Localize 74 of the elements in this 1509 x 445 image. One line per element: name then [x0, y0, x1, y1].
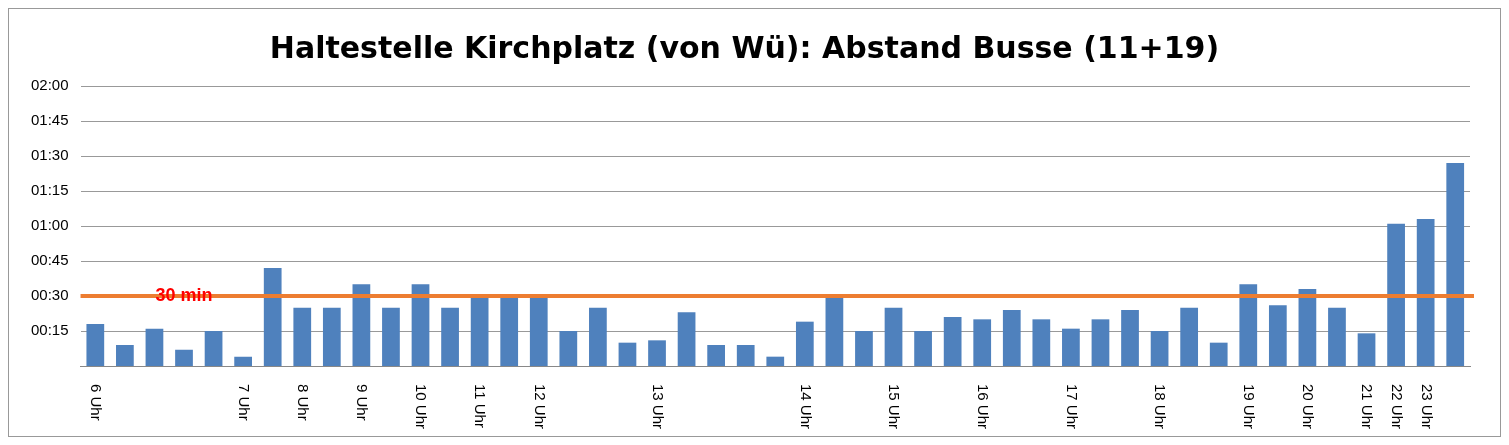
bar — [559, 331, 578, 366]
bar — [382, 307, 400, 366]
bar — [1032, 319, 1051, 366]
bar — [1298, 289, 1317, 366]
x-tick-label: 23 Uhr — [1418, 384, 1436, 430]
y-tick-label: 01:00 — [30, 216, 69, 234]
bar — [1387, 223, 1405, 366]
bar — [795, 321, 814, 366]
x-tick-label: 12 Uhr — [531, 384, 549, 430]
bar — [884, 307, 903, 366]
y-tick-label: 01:15 — [30, 181, 69, 199]
bar — [1446, 163, 1465, 366]
bar — [1239, 284, 1258, 366]
bar — [618, 342, 637, 366]
bar — [736, 345, 755, 366]
x-tick-label: 7 Uhr — [235, 384, 253, 421]
bar — [500, 296, 519, 366]
bar — [263, 268, 282, 366]
bar — [1002, 310, 1021, 366]
bar — [322, 307, 341, 366]
bar — [648, 340, 666, 366]
x-tick-label: 16 Uhr — [975, 384, 993, 430]
bar — [855, 331, 873, 366]
x-tick-label: 11 Uhr — [472, 384, 490, 428]
x-tick-label: 20 Uhr — [1300, 384, 1318, 430]
y-tick-label: 01:45 — [30, 111, 69, 129]
y-tick-label: 00:45 — [30, 251, 69, 269]
bar — [707, 345, 726, 366]
bar — [1328, 307, 1346, 366]
bar — [943, 317, 962, 366]
y-tick-label: 02:00 — [30, 76, 69, 94]
bar — [204, 331, 223, 366]
bar — [1150, 331, 1169, 366]
bar — [441, 307, 459, 366]
x-tick-label: 18 Uhr — [1152, 384, 1170, 430]
bar — [825, 296, 844, 366]
x-tick-label: 6 Uhr — [88, 384, 106, 421]
x-tick-label: 19 Uhr — [1241, 384, 1259, 430]
x-tick-label: 21 Uhr — [1359, 384, 1377, 430]
x-tick-label: 8 Uhr — [295, 384, 313, 421]
bar — [1062, 328, 1080, 366]
chart-title: Haltestelle Kirchplatz (von Wü): Abstand Busse (11+19) — [269, 29, 1220, 65]
bar — [470, 296, 489, 366]
x-tick-label: 14 Uhr — [797, 384, 815, 430]
bar — [411, 284, 430, 366]
bar — [1091, 319, 1110, 366]
x-tick-label: 15 Uhr — [886, 384, 904, 430]
y-tick-label: 01:30 — [30, 146, 69, 164]
bar — [175, 349, 193, 366]
bar — [1180, 307, 1199, 366]
bar — [1209, 342, 1228, 366]
bar — [116, 345, 134, 366]
y-tick-label: 00:15 — [30, 321, 69, 339]
bar — [352, 284, 371, 366]
bar — [914, 331, 932, 366]
x-tick-label: 13 Uhr — [649, 384, 667, 430]
x-tick-label: 9 Uhr — [354, 384, 372, 421]
bar — [145, 328, 164, 366]
bar — [1268, 305, 1287, 366]
bar — [677, 312, 696, 366]
bar — [766, 356, 785, 366]
y-tick-label: 00:30 — [30, 286, 69, 304]
bar — [293, 307, 312, 366]
x-tick-label: 10 Uhr — [413, 384, 431, 430]
bar — [973, 319, 992, 366]
bar — [86, 324, 105, 366]
x-tick-label: 22 Uhr — [1388, 384, 1406, 430]
bar — [589, 307, 607, 366]
bar — [1357, 333, 1376, 366]
bar — [1121, 310, 1139, 366]
bar — [529, 296, 548, 366]
x-tick-label: 17 Uhr — [1063, 384, 1081, 430]
bar — [234, 356, 252, 366]
bar — [1416, 219, 1435, 366]
